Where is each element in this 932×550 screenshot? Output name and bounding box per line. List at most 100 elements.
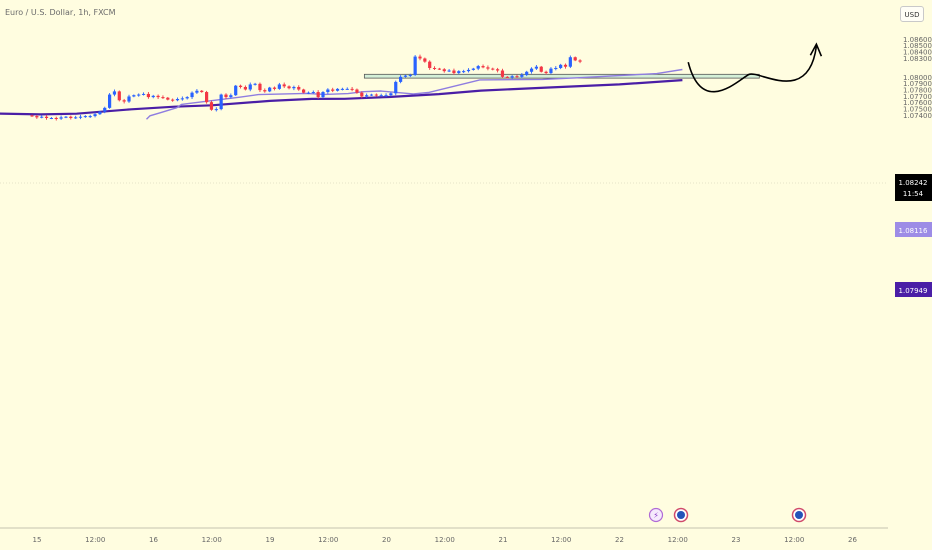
- candle-body: [466, 69, 471, 72]
- x-tick-label: 23: [732, 536, 741, 544]
- lightning-event-icon[interactable]: ⚡: [648, 507, 664, 523]
- projection-arrow-path: [687, 46, 818, 93]
- candle-body: [481, 66, 485, 68]
- y-tick-label: 1.08300: [903, 55, 932, 63]
- candle-body: [321, 92, 325, 98]
- candle-body: [331, 89, 335, 91]
- candle-body: [369, 94, 374, 96]
- candle-body: [132, 95, 136, 97]
- candle-body: [340, 88, 344, 90]
- candle-body: [297, 86, 301, 90]
- candle-body: [496, 69, 500, 71]
- economic-event-icon[interactable]: [791, 507, 807, 523]
- candle-body: [243, 86, 247, 90]
- candle-body: [491, 68, 495, 70]
- candle-body: [253, 83, 257, 85]
- candle-body: [457, 71, 461, 74]
- y-tick-label: 1.07400: [903, 112, 932, 120]
- candle-body: [103, 107, 107, 112]
- candle-body: [525, 71, 529, 75]
- y-tick-label: 1.07700: [903, 93, 932, 101]
- y-tick-label: 1.07800: [903, 87, 932, 95]
- candle-body: [112, 91, 117, 95]
- candle-body: [161, 97, 165, 99]
- candle-body: [515, 76, 519, 78]
- candle-body: [413, 56, 417, 75]
- candle-body: [428, 61, 432, 68]
- candle-body: [122, 100, 126, 102]
- candle-body: [93, 114, 97, 117]
- candle-body: [559, 64, 563, 68]
- candle-body: [578, 60, 582, 62]
- y-tick-label: 1.08600: [903, 36, 932, 44]
- candle-body: [442, 69, 446, 72]
- candle-body: [520, 74, 524, 77]
- candle-body: [88, 116, 92, 118]
- candle-body: [190, 92, 194, 98]
- candle-body: [350, 88, 354, 90]
- candle-body: [568, 57, 572, 67]
- short-moving-average-line: [146, 68, 683, 120]
- x-tick-label: 19: [266, 536, 275, 544]
- candle-body: [282, 84, 286, 87]
- x-tick-label: 15: [33, 536, 42, 544]
- last-price-label: 1.08242: [899, 179, 928, 187]
- candle-body: [40, 116, 44, 118]
- y-tick-label: 1.08000: [903, 74, 932, 82]
- candle-body: [224, 94, 228, 98]
- candle-body: [447, 70, 451, 72]
- candle-body: [423, 58, 427, 62]
- candle-body: [263, 90, 267, 92]
- candle-body: [452, 70, 456, 74]
- candle-body: [219, 94, 223, 110]
- y-tick-label: 1.08500: [903, 42, 932, 50]
- candle-body: [311, 92, 315, 94]
- candle-body: [500, 70, 505, 77]
- candle-body: [214, 109, 218, 111]
- candle-body: [326, 89, 330, 93]
- candle-body: [399, 76, 403, 82]
- ma-long-value-label: 1.07949: [899, 287, 928, 295]
- candle-body: [156, 95, 160, 98]
- candle-body: [345, 88, 349, 90]
- candle-body: [544, 71, 548, 74]
- candle-body: [374, 94, 378, 96]
- candle-body: [335, 88, 340, 91]
- candle-body: [35, 116, 39, 118]
- candle-body: [205, 92, 209, 103]
- candle-body: [229, 95, 233, 98]
- candle-body: [78, 116, 83, 118]
- candle-body: [117, 91, 121, 101]
- currency-button[interactable]: USD: [900, 6, 924, 22]
- candle-body: [573, 57, 577, 61]
- candle-body: [137, 94, 141, 96]
- candle-body: [534, 66, 538, 69]
- candle-body: [180, 98, 184, 100]
- candle-body: [389, 93, 393, 96]
- ma-short-badge: [895, 222, 932, 237]
- candle-body: [510, 76, 514, 78]
- candle-body: [258, 83, 262, 91]
- candle-body: [54, 117, 58, 119]
- candle-body: [476, 66, 480, 69]
- svg-text:⚡: ⚡: [653, 511, 659, 520]
- candle-body: [437, 68, 441, 70]
- candle-body: [408, 74, 412, 76]
- x-tick-label: 20: [382, 536, 391, 544]
- last-price-badge: [895, 174, 932, 201]
- candle-body: [234, 85, 238, 96]
- candle-body: [379, 95, 383, 97]
- candle-body: [146, 93, 150, 98]
- x-tick-label: 22: [615, 536, 624, 544]
- candle-body: [549, 68, 553, 74]
- candle-body: [74, 117, 78, 119]
- candle-body: [554, 67, 558, 69]
- x-tick-label: 12:00: [202, 536, 222, 544]
- candle-body: [166, 97, 170, 100]
- candle-body: [108, 94, 112, 108]
- candle-body: [248, 84, 252, 90]
- ma-short-value-label: 1.08116: [899, 227, 928, 235]
- economic-event-icon[interactable]: [673, 507, 689, 523]
- x-tick-label: 12:00: [784, 536, 804, 544]
